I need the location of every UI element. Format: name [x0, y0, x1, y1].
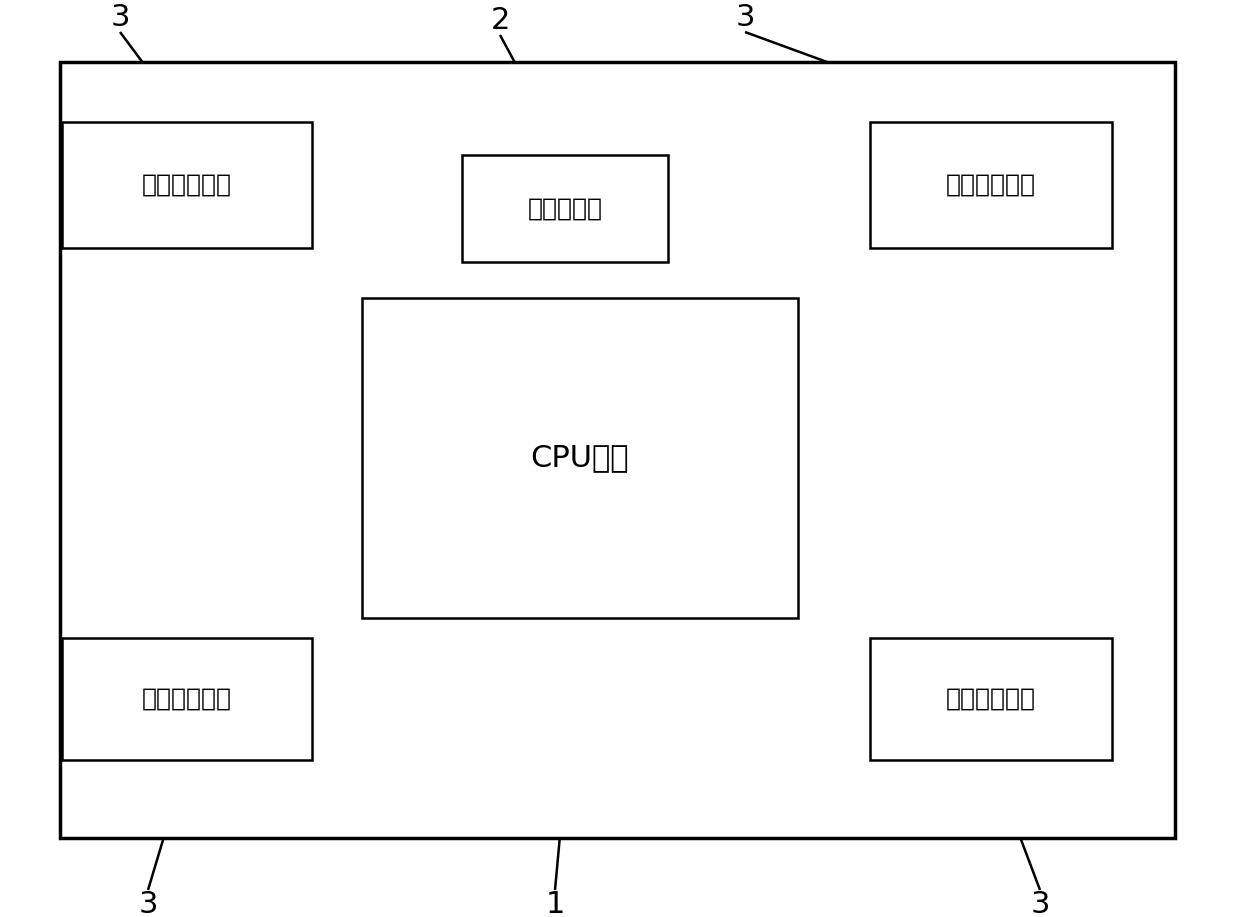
Bar: [463, 155, 668, 262]
Text: 1: 1: [546, 890, 564, 917]
Bar: [870, 122, 1112, 248]
Text: 3: 3: [138, 890, 157, 917]
Bar: [870, 638, 1112, 760]
Text: 3: 3: [1030, 890, 1050, 917]
Text: 3: 3: [735, 3, 755, 32]
Text: CPU模块: CPU模块: [531, 444, 629, 472]
Bar: [60, 62, 1176, 838]
Bar: [362, 298, 799, 618]
Text: 超声波传感器: 超声波传感器: [946, 173, 1035, 197]
Bar: [62, 122, 312, 248]
Text: 3: 3: [110, 3, 130, 32]
Text: 温度传感器: 温度传感器: [527, 196, 603, 220]
Text: 超声波传感器: 超声波传感器: [143, 687, 232, 711]
Text: 2: 2: [490, 6, 510, 35]
Text: 超声波传感器: 超声波传感器: [946, 687, 1035, 711]
Text: 超声波传感器: 超声波传感器: [143, 173, 232, 197]
Bar: [62, 638, 312, 760]
